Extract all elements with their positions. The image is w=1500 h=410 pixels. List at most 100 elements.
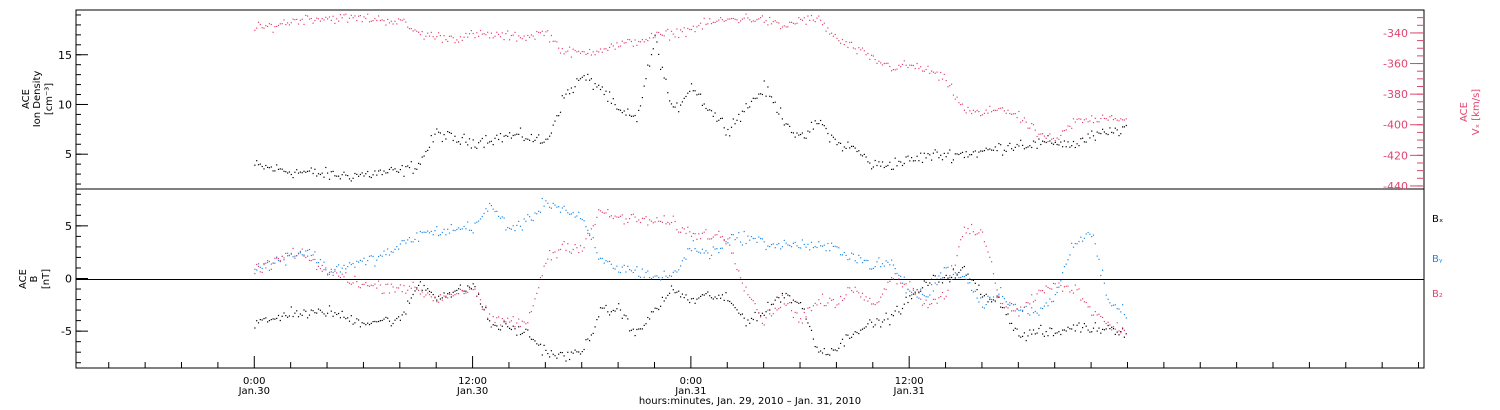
vx-data-point [636,44,638,46]
vx-data-point [378,15,380,17]
density-data-point [1112,132,1115,134]
bx-data-point [290,306,292,308]
bz-data-point [832,299,834,301]
bx-data-point [509,327,511,329]
vx-data-point [467,36,469,38]
bx-data-point [981,296,984,298]
bz-data-point [599,210,602,212]
by-data-point [641,268,643,270]
vx-data-point [896,68,898,70]
by-data-point [976,297,978,299]
by-data-point [481,215,483,218]
vx-data-point [803,17,805,19]
bx-data-point [951,276,953,278]
vx-data-point [703,17,705,19]
bz-data-point [927,307,929,309]
bx-data-point [1052,335,1055,337]
density-data-point [752,97,754,99]
vx-data-point [512,34,514,36]
bz-data-point [934,298,936,300]
density-data-point [852,145,854,147]
vx-data-point [776,21,778,23]
bz-data-point [1103,320,1105,323]
by-data-point [947,266,949,268]
bx-data-point [781,292,783,295]
density-data-point [323,176,325,178]
vx-data-point [1071,127,1073,129]
by-data-point [1056,291,1058,294]
by-data-point [1112,304,1115,306]
vx-data-point [1045,137,1047,139]
bz-data-point [592,225,594,227]
vx-data-point [379,19,381,22]
bx-data-point [969,278,971,280]
by-data-point [609,260,611,262]
by-data-point [1054,294,1056,296]
bx-data-point [885,312,887,314]
bx-data-point [792,299,794,301]
by-data-point [518,220,520,222]
x-tick-date-label: Jan.30 [238,386,270,397]
vx-data-point [321,18,323,20]
bx-data-point [1085,325,1087,327]
vx-data-point [790,21,793,23]
bz-data-point [359,287,361,289]
bz-data-point [347,281,349,283]
density-data-point [961,151,964,153]
density-data-point [539,142,542,144]
bx-data-point [941,282,944,284]
density-data-point [1125,124,1127,127]
density-data-point [487,142,489,144]
density-data-point [439,132,441,134]
bx-data-point [816,346,818,348]
bx-data-point [398,316,400,318]
vx-data-point [958,102,960,104]
bz-data-point [707,238,709,240]
vx-data-point [567,50,569,52]
by-data-point [887,261,889,263]
bx-data-point [991,301,993,303]
bx-data-point [963,265,965,268]
by-data-point [1094,243,1096,245]
by-data-point [989,296,991,298]
bx-data-point [458,288,460,290]
bx-data-point [676,291,678,293]
density-data-point [459,143,461,145]
vx-data-point [907,66,909,69]
vx-data-point [392,23,394,25]
vx-data-point [330,19,332,21]
by-data-point [825,250,827,252]
density-data-point [581,76,583,78]
vx-data-point [476,32,478,34]
by-data-point [1063,266,1065,268]
density-data-point [616,108,618,110]
vx-data-point [810,14,813,17]
bx-data-point [619,309,622,311]
bz-data-point [419,293,421,295]
vx-data-point [416,30,418,32]
vx-data-point [459,36,461,38]
vx-data-point [1005,112,1007,114]
by-data-point [840,254,842,256]
vx-data-point [778,22,780,24]
bz-data-point [476,295,478,297]
bx-data-point [871,321,873,323]
by-data-point [787,244,789,246]
by-data-point [896,272,898,275]
bz-data-point [636,221,638,223]
bx-data-point [727,300,729,302]
bx-data-point [1025,340,1027,342]
bz-data-point [871,303,873,305]
vx-data-point [709,18,711,20]
density-data-point [869,162,871,164]
vx-data-point [690,28,693,31]
density-data-point [494,137,496,139]
bz-data-point [838,303,840,305]
by-data-point [458,227,460,229]
by-data-point [727,242,729,244]
density-data-point [1120,133,1122,135]
bx-data-point [789,295,791,297]
density-data-point [609,91,611,93]
vx-data-point [612,45,614,47]
density-data-point [1002,154,1004,156]
